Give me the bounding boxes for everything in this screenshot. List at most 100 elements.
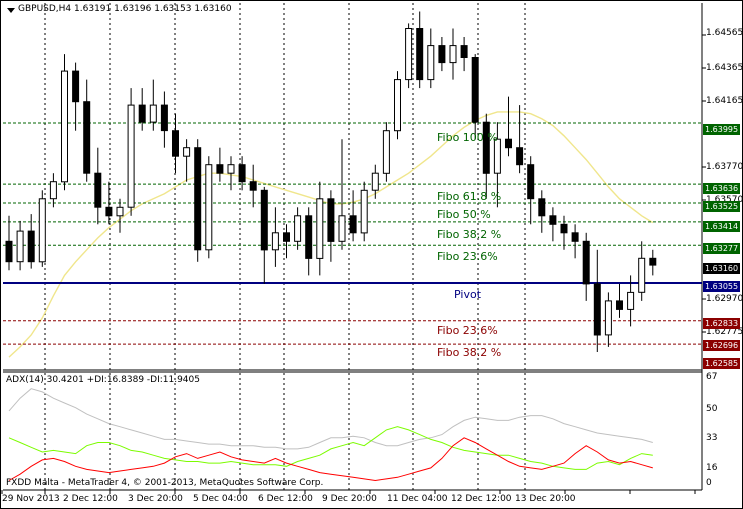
- adx-axis-label: 0: [706, 478, 712, 488]
- candle-body: [260, 189, 268, 251]
- candle-body: [482, 121, 490, 174]
- price-axis-label: 1.63770: [706, 162, 743, 172]
- candle-body: [449, 45, 457, 64]
- candle-body: [83, 101, 91, 174]
- candle-body: [216, 164, 224, 174]
- chart-header: GBPUSD,H4 1.63191 1.63196 1.63153 1.6316…: [18, 4, 232, 15]
- adx-axis-label: 67: [706, 372, 718, 382]
- candle-body: [505, 138, 512, 149]
- open-value: 1.63191: [74, 4, 112, 14]
- time-label: 3 Dec 20:00: [128, 494, 183, 504]
- fibo-38-label: Fibo 38.2 %: [437, 228, 502, 241]
- candle-body: [94, 172, 102, 208]
- adx-axis-label: 33: [706, 433, 718, 443]
- candle-body: [105, 206, 113, 217]
- candle-body: [405, 28, 413, 81]
- price-tag: 1.62696: [703, 340, 740, 351]
- candle-body: [338, 215, 346, 242]
- price-tag: 1.62585: [703, 358, 740, 369]
- candle-body: [227, 164, 235, 174]
- fibo-23-down-label: Fibo 23.6%: [437, 324, 498, 337]
- candle-body: [649, 257, 657, 266]
- candle-body: [394, 79, 401, 132]
- adx-axis-label: 16: [706, 463, 718, 473]
- fibo-61-label: Fibo 61.8 %: [437, 190, 502, 203]
- candle-body: [627, 291, 635, 310]
- candle-body: [382, 130, 390, 174]
- time-label: 12 Dec 12:00: [451, 494, 512, 504]
- candle-body: [316, 198, 324, 259]
- candle-body: [604, 300, 612, 336]
- candle-body: [294, 215, 302, 242]
- candle-body: [427, 45, 435, 81]
- dropdown-arrow-icon: [7, 8, 15, 13]
- price-axis-label: 1.64565: [706, 28, 743, 38]
- price-tag: 1.63414: [703, 221, 740, 232]
- candle-body: [138, 104, 146, 123]
- price-axis-label: 1.63570: [706, 195, 743, 205]
- price-tag: 1.63525: [703, 201, 740, 212]
- candle-body: [593, 283, 601, 336]
- candle-body: [194, 147, 202, 251]
- fibo-100-label: Fibo 100 %: [437, 131, 498, 144]
- high-value: 1.63196: [114, 4, 152, 14]
- candle-body: [127, 104, 135, 208]
- time-label: 11 Dec 04:00: [387, 494, 448, 504]
- price-tag: 1.62833: [703, 318, 740, 329]
- candle-body: [160, 104, 168, 132]
- candle-body: [616, 300, 623, 310]
- time-label: 2 Dec 12:00: [63, 494, 118, 504]
- candle-body: [249, 181, 257, 191]
- candle-body: [283, 232, 290, 242]
- time-label: 29 Nov 2013: [2, 494, 60, 504]
- candle-body: [305, 215, 313, 259]
- candle-body: [349, 215, 357, 234]
- price-axis-label: 1.62970: [706, 294, 743, 304]
- fibo-38-down-label: Fibo 38.2 %: [437, 346, 502, 359]
- candle-body: [149, 104, 157, 123]
- copyright-text: FXDD Malta - MetaTrader 4, © 2001-2013, …: [6, 478, 324, 488]
- time-label: 6 Dec 12:00: [258, 494, 313, 504]
- price-axis-label: 1.64165: [706, 96, 743, 106]
- minus-di-line: [8, 437, 653, 482]
- candle-body: [49, 181, 57, 200]
- price-tag: 1.63995: [703, 124, 740, 135]
- candle-body: [38, 198, 46, 263]
- adx-axis-label: 50: [706, 404, 718, 414]
- candle-body: [238, 164, 246, 183]
- candle-body: [438, 45, 446, 64]
- candle-body: [638, 257, 646, 293]
- pivot-price-tag: 1.63055: [703, 281, 740, 292]
- candle-body: [116, 206, 124, 217]
- candle-body: [516, 147, 524, 166]
- candle-body: [360, 189, 368, 234]
- symbol-label: GBPUSD,H4: [18, 4, 72, 14]
- candle-body: [460, 45, 468, 58]
- plus-di-line: [8, 426, 653, 470]
- candle-body: [549, 215, 557, 225]
- candle-body: [538, 198, 546, 217]
- candle-body: [183, 147, 191, 157]
- candle-body: [172, 130, 179, 157]
- price-tag: 1.63636: [703, 183, 740, 194]
- candle-body: [527, 164, 535, 200]
- candle-body: [61, 70, 68, 183]
- time-label: 5 Dec 04:00: [193, 494, 248, 504]
- candle-body: [582, 240, 590, 285]
- adx-line: [8, 388, 653, 450]
- candle-body: [205, 164, 213, 251]
- price-tag: 1.63277: [703, 243, 740, 254]
- fibo-50-label: Fibo 50 %: [437, 208, 491, 221]
- candle-body: [560, 223, 568, 234]
- candle-body: [27, 230, 35, 263]
- close-value: 1.63160: [194, 4, 232, 14]
- pivot-label: Pivot: [454, 288, 482, 301]
- fibo-23-label: Fibo 23.6%: [437, 250, 498, 263]
- candle-body: [371, 172, 379, 191]
- price-axis-label: 1.64365: [706, 63, 743, 73]
- adx-title: ADX(14) 30.4201 +DI:16.8389 -DI:11.9405: [6, 375, 200, 385]
- price-axis-label: 1.62775: [706, 327, 743, 337]
